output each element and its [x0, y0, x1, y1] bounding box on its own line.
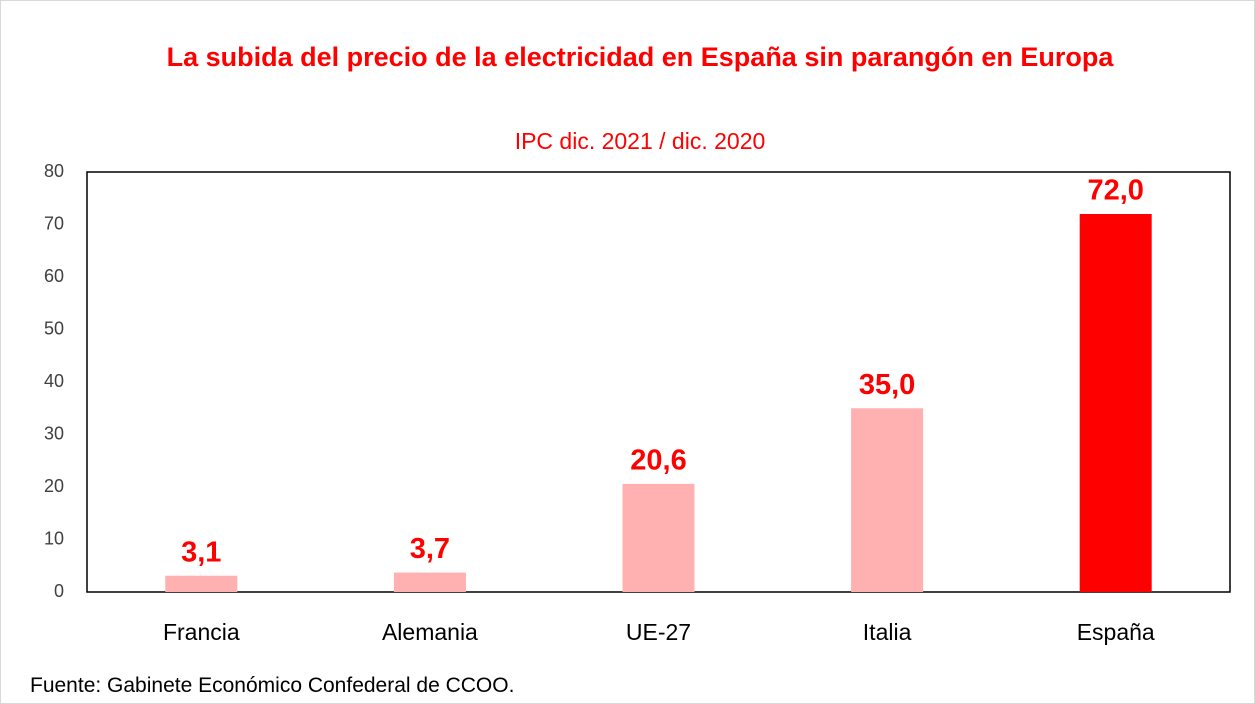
y-tick-label: 80 — [44, 161, 64, 181]
x-tick-label: España — [1077, 619, 1155, 645]
y-tick-label: 10 — [44, 528, 64, 548]
y-tick-label: 50 — [44, 318, 64, 338]
value-label: 3,1 — [181, 536, 221, 568]
y-tick-label: 0 — [54, 581, 64, 601]
x-tick-label: Alemania — [382, 619, 478, 645]
chart-title: La subida del precio de la electricidad … — [166, 42, 1114, 72]
bar — [393, 572, 466, 592]
chart-subtitle: IPC dic. 2021 / dic. 2020 — [514, 128, 766, 154]
value-label: 72,0 — [1087, 175, 1143, 207]
bar — [165, 575, 238, 592]
y-tick-label: 40 — [44, 371, 64, 391]
value-label: 20,6 — [630, 445, 686, 477]
bar — [851, 408, 924, 592]
y-tick-label: 60 — [44, 266, 64, 286]
bar — [622, 483, 695, 592]
bar — [1079, 214, 1152, 592]
value-label: 3,7 — [410, 533, 450, 565]
x-tick-label: Italia — [863, 619, 912, 645]
x-tick-label: UE-27 — [626, 619, 691, 645]
y-tick-label: 30 — [44, 423, 64, 443]
x-tick-label: Francia — [163, 619, 240, 645]
source-note: Fuente: Gabinete Económico Confederal de… — [30, 674, 515, 697]
y-tick-label: 20 — [44, 476, 64, 496]
y-tick-label: 70 — [44, 213, 64, 233]
value-label: 35,0 — [859, 369, 915, 401]
